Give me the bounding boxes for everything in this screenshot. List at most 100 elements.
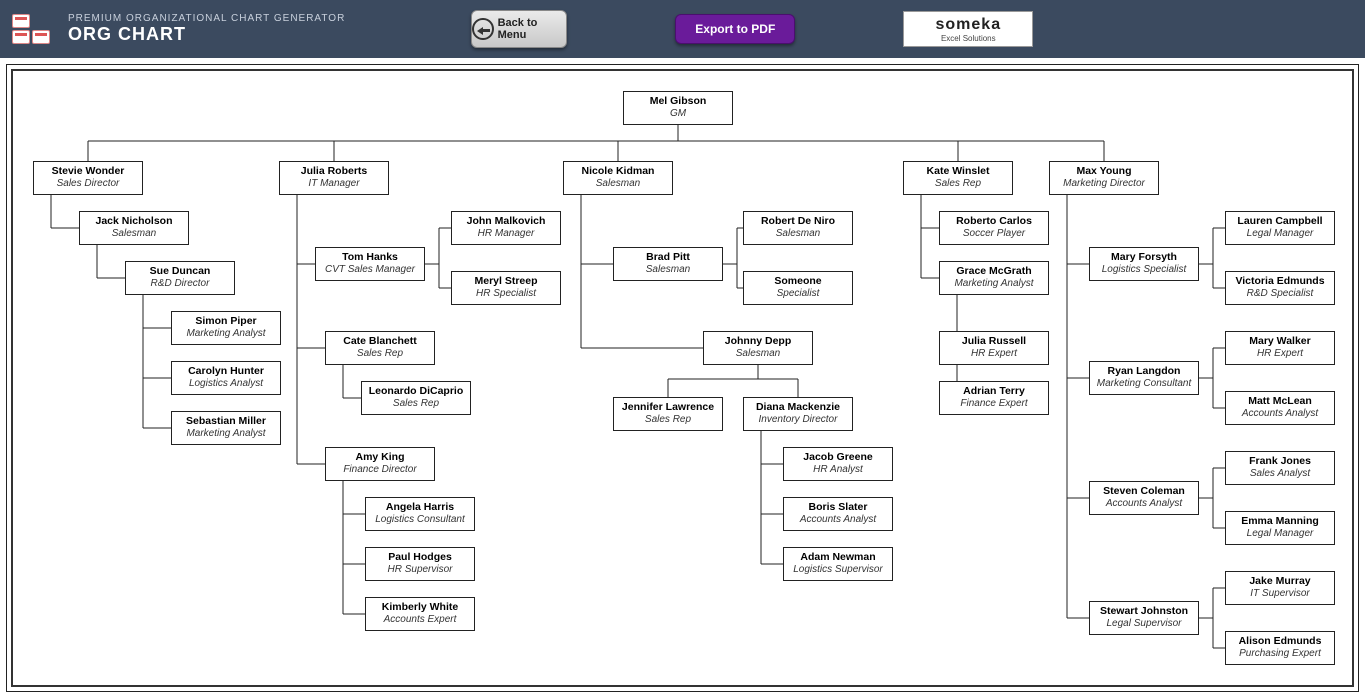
org-node: Stevie WonderSales Director bbox=[33, 161, 143, 195]
node-name: Ryan Langdon bbox=[1094, 365, 1194, 378]
node-name: Grace McGrath bbox=[944, 265, 1044, 278]
node-title: Sales Rep bbox=[366, 398, 466, 411]
org-chart-canvas: Mel GibsonGM Stevie WonderSales Director J… bbox=[11, 69, 1354, 687]
org-node: Steven ColemanAccounts Analyst bbox=[1089, 481, 1199, 515]
node-title: GM bbox=[628, 108, 728, 121]
node-title: Marketing Analyst bbox=[944, 278, 1044, 291]
node-title: Specialist bbox=[748, 288, 848, 301]
node-name: Victoria Edmunds bbox=[1230, 275, 1330, 288]
node-name: Adam Newman bbox=[788, 551, 888, 564]
org-node: Robert De NiroSalesman bbox=[743, 211, 853, 245]
node-name: Sue Duncan bbox=[130, 265, 230, 278]
org-node: Tom HanksCVT Sales Manager bbox=[315, 247, 425, 281]
node-title: R&D Director bbox=[130, 278, 230, 291]
org-node: Paul HodgesHR Supervisor bbox=[365, 547, 475, 581]
node-title: CVT Sales Manager bbox=[320, 264, 420, 277]
app-header: PREMIUM ORGANIZATIONAL CHART GENERATOR O… bbox=[0, 0, 1365, 58]
node-title: HR Expert bbox=[944, 348, 1044, 361]
org-node: Johnny DeppSalesman bbox=[703, 331, 813, 365]
org-node: Adam NewmanLogistics Supervisor bbox=[783, 547, 893, 581]
node-title: Finance Expert bbox=[944, 398, 1044, 411]
node-title: Sales Rep bbox=[618, 414, 718, 427]
node-name: Stewart Johnston bbox=[1094, 605, 1194, 618]
logo: someka Excel Solutions bbox=[903, 11, 1033, 47]
org-node: Lauren CampbellLegal Manager bbox=[1225, 211, 1335, 245]
org-node: Diana MackenzieInventory Director bbox=[743, 397, 853, 431]
org-node: Mel GibsonGM bbox=[623, 91, 733, 125]
mini-icon bbox=[12, 14, 30, 28]
org-node: Sebastian MillerMarketing Analyst bbox=[171, 411, 281, 445]
org-node: Adrian TerryFinance Expert bbox=[939, 381, 1049, 415]
org-node: Jack NicholsonSalesman bbox=[79, 211, 189, 245]
chart-outer-frame: Mel GibsonGM Stevie WonderSales Director J… bbox=[6, 64, 1359, 692]
node-title: Logistics Consultant bbox=[370, 514, 470, 527]
node-title: IT Supervisor bbox=[1230, 588, 1330, 601]
node-name: Lauren Campbell bbox=[1230, 215, 1330, 228]
node-title: Sales Rep bbox=[908, 178, 1008, 191]
org-node: Angela HarrisLogistics Consultant bbox=[365, 497, 475, 531]
node-title: Marketing Analyst bbox=[176, 428, 276, 441]
org-node: Jake MurrayIT Supervisor bbox=[1225, 571, 1335, 605]
node-name: Frank Jones bbox=[1230, 455, 1330, 468]
org-node: Nicole KidmanSalesman bbox=[563, 161, 673, 195]
export-button-label: Export to PDF bbox=[695, 22, 775, 36]
node-title: Salesman bbox=[618, 264, 718, 277]
node-name: Carolyn Hunter bbox=[176, 365, 276, 378]
node-name: Paul Hodges bbox=[370, 551, 470, 564]
node-name: Mel Gibson bbox=[628, 95, 728, 108]
header-titles: PREMIUM ORGANIZATIONAL CHART GENERATOR O… bbox=[68, 13, 345, 45]
node-name: Nicole Kidman bbox=[568, 165, 668, 178]
node-title: Legal Manager bbox=[1230, 228, 1330, 241]
back-button[interactable]: Back to Menu bbox=[471, 10, 567, 48]
node-name: Mary Walker bbox=[1230, 335, 1330, 348]
node-title: Salesman bbox=[568, 178, 668, 191]
node-title: Sales Analyst bbox=[1230, 468, 1330, 481]
back-arrow-icon bbox=[472, 18, 493, 40]
org-node: Kimberly WhiteAccounts Expert bbox=[365, 597, 475, 631]
node-title: Logistics Specialist bbox=[1094, 264, 1194, 277]
export-pdf-button[interactable]: Export to PDF bbox=[675, 14, 795, 44]
node-title: Sales Rep bbox=[330, 348, 430, 361]
node-name: Angela Harris bbox=[370, 501, 470, 514]
node-name: John Malkovich bbox=[456, 215, 556, 228]
node-title: Marketing Analyst bbox=[176, 328, 276, 341]
node-name: Max Young bbox=[1054, 165, 1154, 178]
node-title: Salesman bbox=[708, 348, 808, 361]
node-title: Accounts Analyst bbox=[1094, 498, 1194, 511]
node-name: Stevie Wonder bbox=[38, 165, 138, 178]
org-node: Matt McLeanAccounts Analyst bbox=[1225, 391, 1335, 425]
org-node: Sue DuncanR&D Director bbox=[125, 261, 235, 295]
node-title: Logistics Analyst bbox=[176, 378, 276, 391]
node-title: HR Supervisor bbox=[370, 564, 470, 577]
org-node: Mary WalkerHR Expert bbox=[1225, 331, 1335, 365]
header-mini-icons bbox=[12, 14, 50, 44]
node-name: Amy King bbox=[330, 451, 430, 464]
node-name: Kimberly White bbox=[370, 601, 470, 614]
org-node: Roberto CarlosSoccer Player bbox=[939, 211, 1049, 245]
org-node: Amy KingFinance Director bbox=[325, 447, 435, 481]
org-node: Victoria EdmundsR&D Specialist bbox=[1225, 271, 1335, 305]
node-title: Accounts Analyst bbox=[788, 514, 888, 527]
node-name: Cate Blanchett bbox=[330, 335, 430, 348]
node-title: Purchasing Expert bbox=[1230, 648, 1330, 661]
node-name: Jennifer Lawrence bbox=[618, 401, 718, 414]
org-node: Stewart JohnstonLegal Supervisor bbox=[1089, 601, 1199, 635]
node-name: Jake Murray bbox=[1230, 575, 1330, 588]
header-subtitle: PREMIUM ORGANIZATIONAL CHART GENERATOR bbox=[68, 13, 345, 24]
node-title: Soccer Player bbox=[944, 228, 1044, 241]
node-name: Steven Coleman bbox=[1094, 485, 1194, 498]
org-node: Julia RobertsIT Manager bbox=[279, 161, 389, 195]
node-name: Mary Forsyth bbox=[1094, 251, 1194, 264]
node-name: Adrian Terry bbox=[944, 385, 1044, 398]
org-node: Emma ManningLegal Manager bbox=[1225, 511, 1335, 545]
node-title: Accounts Analyst bbox=[1230, 408, 1330, 421]
org-node: Cate BlanchettSales Rep bbox=[325, 331, 435, 365]
node-name: Meryl Streep bbox=[456, 275, 556, 288]
mini-icon bbox=[32, 30, 50, 44]
node-name: Tom Hanks bbox=[320, 251, 420, 264]
org-node: Leonardo DiCaprioSales Rep bbox=[361, 381, 471, 415]
header-title: ORG CHART bbox=[68, 24, 345, 45]
node-name: Julia Russell bbox=[944, 335, 1044, 348]
node-title: HR Manager bbox=[456, 228, 556, 241]
node-name: Someone bbox=[748, 275, 848, 288]
